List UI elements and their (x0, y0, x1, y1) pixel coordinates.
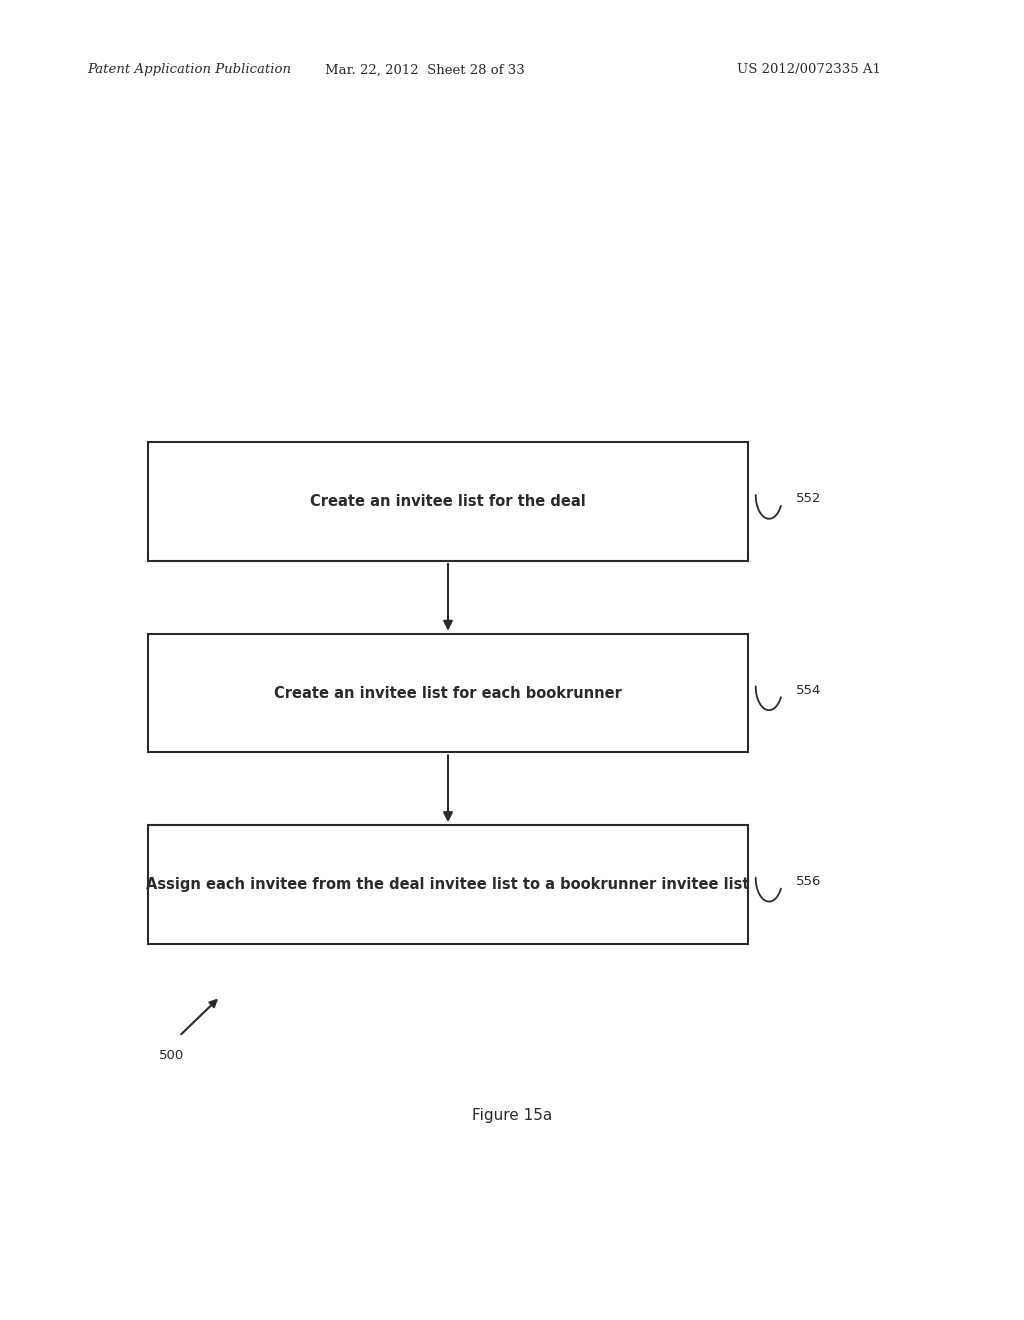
Text: Mar. 22, 2012  Sheet 28 of 33: Mar. 22, 2012 Sheet 28 of 33 (325, 63, 525, 77)
Text: 500: 500 (159, 1049, 184, 1063)
Text: Patent Application Publication: Patent Application Publication (87, 63, 291, 77)
Text: 552: 552 (796, 492, 821, 506)
Bar (148, 825, 748, 944)
Text: Create an invitee list for each bookrunner: Create an invitee list for each bookrunn… (274, 685, 622, 701)
Text: Create an invitee list for the deal: Create an invitee list for the deal (310, 494, 586, 510)
Bar (148, 634, 748, 752)
Text: 556: 556 (796, 875, 821, 888)
Text: Figure 15a: Figure 15a (472, 1107, 552, 1123)
Text: US 2012/0072335 A1: US 2012/0072335 A1 (737, 63, 882, 77)
Bar (148, 442, 748, 561)
Text: Assign each invitee from the deal invitee list to a bookrunner invitee list: Assign each invitee from the deal invite… (146, 876, 750, 892)
Text: 554: 554 (796, 684, 821, 697)
